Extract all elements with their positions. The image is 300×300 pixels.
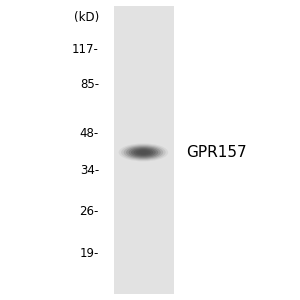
Text: 26-: 26- <box>80 205 99 218</box>
Bar <box>114 6 174 294</box>
Ellipse shape <box>141 152 146 153</box>
Text: (kD): (kD) <box>74 11 99 25</box>
Ellipse shape <box>126 146 161 159</box>
Ellipse shape <box>134 149 153 156</box>
Ellipse shape <box>139 151 148 154</box>
Ellipse shape <box>136 150 151 155</box>
Text: 85-: 85- <box>80 77 99 91</box>
Text: GPR157: GPR157 <box>186 145 247 160</box>
Ellipse shape <box>131 148 156 157</box>
Ellipse shape <box>121 144 166 160</box>
Ellipse shape <box>119 143 168 161</box>
Text: 19-: 19- <box>80 247 99 260</box>
Text: 48-: 48- <box>80 127 99 140</box>
Ellipse shape <box>129 147 158 158</box>
Text: 34-: 34- <box>80 164 99 178</box>
Ellipse shape <box>124 145 163 160</box>
Text: 117-: 117- <box>72 43 99 56</box>
